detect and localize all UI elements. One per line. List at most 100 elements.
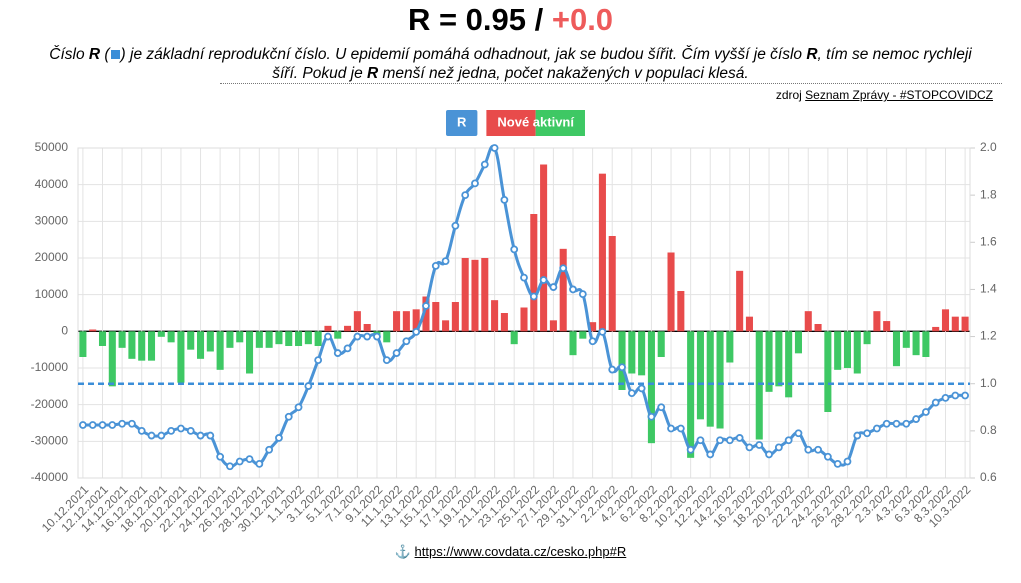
bar bbox=[961, 316, 969, 332]
bar bbox=[412, 309, 420, 332]
r-point bbox=[353, 332, 362, 341]
y2-tick-label: 2.0 bbox=[980, 140, 997, 154]
bar bbox=[941, 309, 950, 332]
bar bbox=[196, 331, 205, 359]
r-point bbox=[461, 191, 470, 200]
bar bbox=[540, 164, 548, 332]
r-point bbox=[696, 436, 705, 445]
bar bbox=[226, 331, 234, 348]
y2-tick-label: 1.8 bbox=[980, 187, 997, 201]
r-point bbox=[422, 302, 430, 310]
y-tick-label: -40000 bbox=[31, 470, 69, 484]
r-point bbox=[255, 459, 264, 468]
r-point bbox=[941, 393, 950, 402]
r-point bbox=[578, 290, 587, 299]
y2-tick-label: 1.2 bbox=[980, 329, 997, 343]
bar bbox=[765, 331, 773, 392]
desc-text: je základní reprodukční číslo. U epidemi… bbox=[125, 46, 807, 63]
bar bbox=[863, 331, 871, 345]
bar bbox=[246, 331, 254, 374]
bar bbox=[677, 291, 685, 332]
bar bbox=[344, 325, 352, 332]
r-point bbox=[657, 403, 666, 412]
r-point bbox=[373, 332, 381, 341]
r-point bbox=[206, 431, 215, 440]
r-point bbox=[412, 327, 421, 336]
y-tick-label: -20000 bbox=[31, 397, 69, 411]
bar bbox=[726, 331, 734, 363]
y2-tick-label: 0.8 bbox=[980, 423, 997, 437]
r-point bbox=[177, 424, 185, 433]
bar bbox=[559, 248, 567, 332]
r-point bbox=[588, 337, 597, 346]
bar bbox=[883, 321, 891, 332]
r-point bbox=[735, 434, 744, 442]
r-point bbox=[706, 450, 715, 459]
legend: R Nové aktivní bbox=[446, 110, 585, 136]
r-point bbox=[235, 457, 244, 466]
bar bbox=[922, 331, 930, 357]
r-point bbox=[128, 419, 136, 428]
bar bbox=[451, 302, 459, 332]
r-point bbox=[784, 436, 793, 445]
bar bbox=[608, 236, 616, 332]
r-point bbox=[88, 421, 97, 429]
r-point bbox=[863, 429, 871, 438]
r-point bbox=[843, 457, 852, 466]
r-point bbox=[98, 421, 107, 429]
y2-tick-label: 0.6 bbox=[980, 470, 997, 484]
bar bbox=[745, 316, 753, 332]
bar bbox=[481, 258, 489, 332]
bar bbox=[304, 331, 312, 345]
r-point bbox=[559, 264, 568, 273]
bar bbox=[804, 311, 812, 332]
bar bbox=[628, 331, 636, 374]
source-link[interactable]: Seznam Zprávy - #STOPCOVIDCZ bbox=[805, 88, 993, 102]
bar bbox=[853, 331, 861, 374]
desc-text: Číslo bbox=[49, 46, 89, 63]
r-point bbox=[343, 344, 352, 353]
bar bbox=[265, 331, 273, 348]
bar bbox=[589, 322, 597, 332]
r-point bbox=[108, 421, 117, 429]
r-point bbox=[392, 349, 401, 357]
r-point bbox=[627, 389, 636, 398]
bar bbox=[383, 331, 391, 343]
bar bbox=[843, 331, 852, 368]
footer-link[interactable]: https://www.covdata.cz/cesko.php#R bbox=[414, 544, 627, 559]
r-point bbox=[294, 403, 303, 412]
r-point bbox=[529, 292, 538, 301]
r-point bbox=[725, 436, 734, 445]
bar bbox=[834, 331, 842, 370]
y-tick-label: -10000 bbox=[31, 360, 69, 374]
source: zdroj Seznam Zprávy - #STOPCOVIDCZ bbox=[776, 88, 993, 102]
bar bbox=[951, 316, 959, 332]
description: Číslo R () je základní reprodukční číslo… bbox=[40, 45, 981, 83]
bar bbox=[108, 331, 116, 387]
bar bbox=[598, 173, 606, 332]
y2-tick-label: 1.6 bbox=[980, 234, 997, 248]
r-point bbox=[324, 332, 332, 341]
bar bbox=[618, 331, 626, 390]
bar bbox=[736, 270, 744, 332]
r-point bbox=[667, 424, 675, 433]
r-point bbox=[814, 445, 822, 454]
bar bbox=[167, 331, 175, 343]
bar bbox=[491, 300, 499, 332]
bar bbox=[295, 331, 303, 346]
r-point bbox=[921, 408, 930, 416]
bar bbox=[334, 331, 342, 339]
r-point bbox=[314, 356, 323, 365]
y-tick-label: -30000 bbox=[31, 434, 69, 448]
r-point bbox=[794, 429, 803, 438]
r-point bbox=[245, 455, 254, 464]
bar bbox=[393, 311, 401, 332]
r-point bbox=[853, 431, 862, 440]
r-point bbox=[147, 431, 156, 440]
r-point bbox=[902, 419, 911, 428]
r-point bbox=[333, 349, 342, 357]
y-tick-label: 50000 bbox=[35, 140, 69, 154]
bar bbox=[912, 331, 920, 356]
title-text: R = 0.95 / bbox=[407, 2, 544, 37]
